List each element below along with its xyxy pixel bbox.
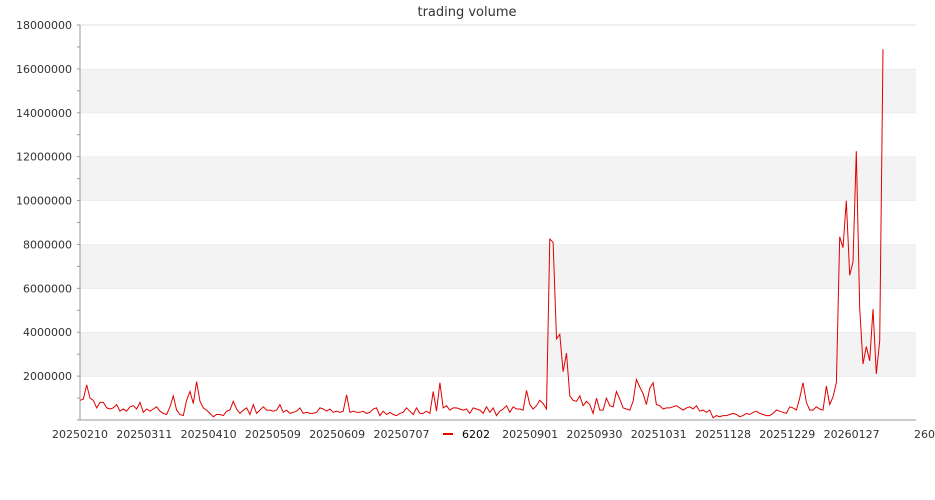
x-tick-label: 20250509 bbox=[245, 428, 301, 441]
x-tick-label: 20250311 bbox=[116, 428, 172, 441]
x-tick-label: 20250930 bbox=[566, 428, 622, 441]
grid-band bbox=[80, 68, 916, 113]
grid-band bbox=[80, 376, 916, 420]
y-tick-label: 6000000 bbox=[23, 282, 72, 295]
grid-bands bbox=[80, 24, 916, 420]
x-tick-label: 20250901 bbox=[502, 428, 558, 441]
x-tick-label: 20250707 bbox=[374, 428, 430, 441]
legend: 6202 bbox=[443, 428, 490, 441]
grid-band bbox=[80, 25, 916, 69]
x-axis-ticks: 20250210 20250311 20250410 20250509 20250609… bbox=[52, 428, 935, 441]
y-tick-label: 4000000 bbox=[23, 326, 72, 339]
grid-band bbox=[80, 112, 916, 157]
x-tick-label: 260 bbox=[914, 428, 935, 441]
legend-label-6202: 6202 bbox=[462, 428, 490, 441]
grid-band bbox=[80, 200, 916, 245]
grid-band bbox=[80, 332, 916, 377]
x-tick-label: 20251128 bbox=[695, 428, 751, 441]
x-tick-label: 20250609 bbox=[309, 428, 365, 441]
y-tick-label: 2000000 bbox=[23, 370, 72, 383]
series-line-6202 bbox=[79, 49, 884, 419]
x-tick-label: 20260127 bbox=[824, 428, 880, 441]
y-tick-label: 8000000 bbox=[23, 238, 72, 251]
y-tick-label: 18000000 bbox=[16, 19, 72, 32]
x-tick-label: 20250210 bbox=[52, 428, 108, 441]
y-tick-label: 12000000 bbox=[16, 151, 72, 164]
x-tick-label: 20251229 bbox=[759, 428, 815, 441]
y-tick-label: 16000000 bbox=[16, 63, 72, 76]
grid-band bbox=[80, 156, 916, 201]
grid-band bbox=[80, 288, 916, 333]
y-axis-ticks: 2000000 4000000 6000000 8000000 10000000 1200… bbox=[16, 19, 80, 421]
y-tick-label: 10000000 bbox=[16, 195, 72, 208]
x-tick-label: 20251031 bbox=[631, 428, 687, 441]
chart-title: trading volume bbox=[417, 5, 516, 20]
y-tick-label: 14000000 bbox=[16, 107, 72, 120]
x-tick-label: 20250410 bbox=[181, 428, 237, 441]
grid-band bbox=[80, 244, 916, 289]
